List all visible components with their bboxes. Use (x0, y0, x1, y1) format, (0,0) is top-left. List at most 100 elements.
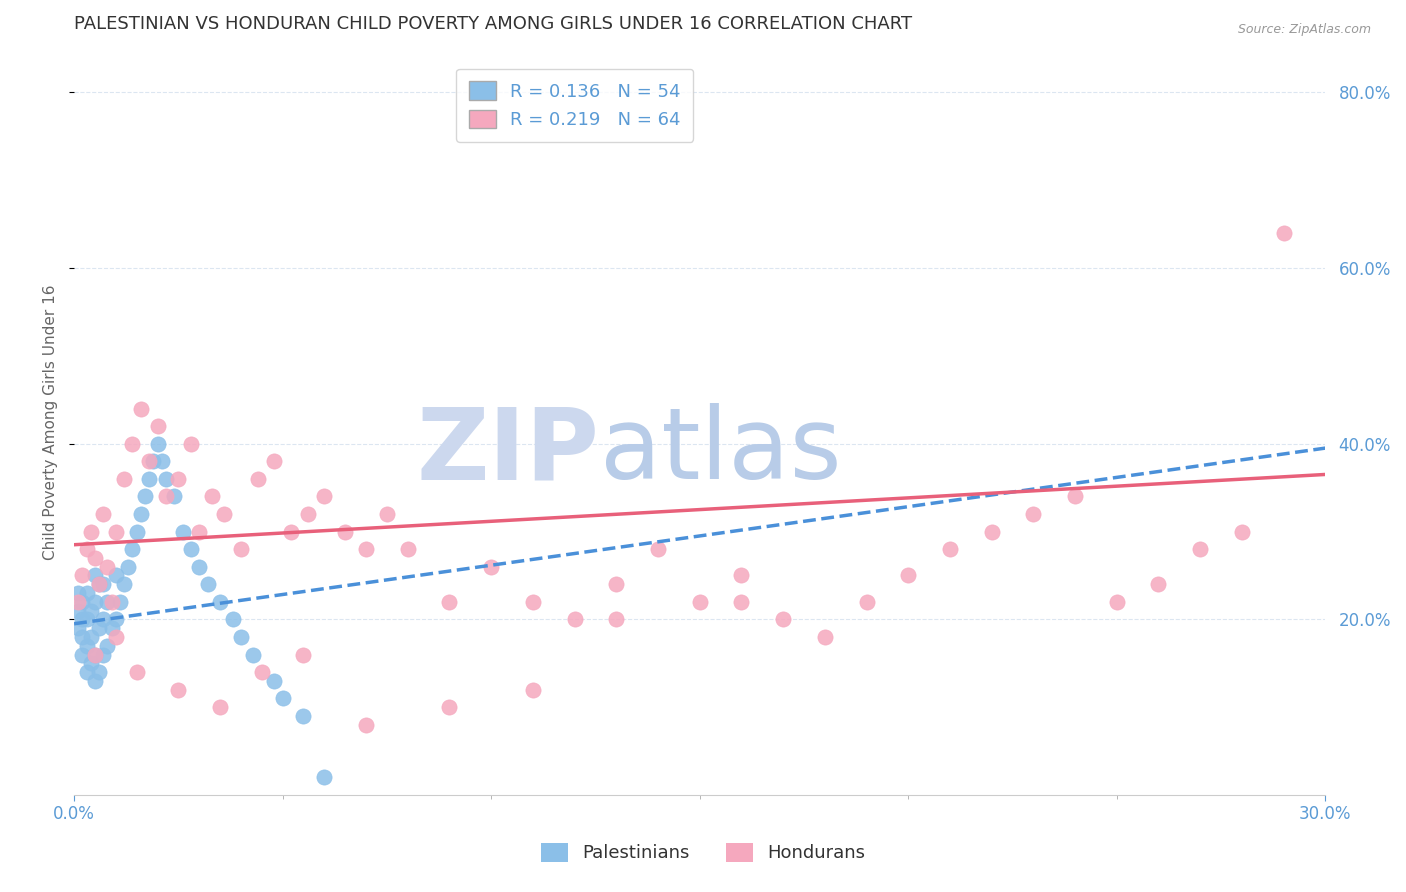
Point (564, 612, 586, 626)
Point (246, 472, 269, 486)
Y-axis label: Child Poverty Among Girls Under 16: Child Poverty Among Girls Under 16 (44, 284, 58, 559)
Point (142, 454, 165, 468)
Point (292, 648, 315, 662)
Point (104, 524, 127, 539)
Point (67, 604, 90, 618)
Point (772, 612, 794, 626)
Point (80, 604, 103, 618)
Point (188, 559, 211, 574)
Point (91, 612, 114, 626)
Point (104, 568, 127, 582)
Point (939, 542, 962, 557)
Point (84, 550, 107, 565)
Point (314, 771, 336, 785)
Point (72, 595, 94, 609)
Point (67, 586, 90, 600)
Point (897, 568, 920, 582)
Point (375, 507, 398, 521)
Point (188, 524, 211, 539)
Point (180, 436, 202, 450)
Point (689, 595, 711, 609)
Point (1272, 226, 1295, 240)
Point (100, 621, 122, 635)
Point (112, 577, 135, 591)
Point (67, 595, 90, 609)
Point (155, 490, 177, 504)
Legend: R = 0.136   N = 54, R = 0.219   N = 64: R = 0.136 N = 54, R = 0.219 N = 64 (456, 69, 693, 142)
Point (72, 630, 94, 644)
Point (72, 648, 94, 662)
Point (605, 577, 627, 591)
Point (134, 490, 156, 504)
Point (1147, 577, 1170, 591)
Point (439, 700, 461, 714)
Point (96, 595, 118, 609)
Point (980, 524, 1002, 539)
Point (479, 559, 502, 574)
Point (112, 472, 135, 486)
Point (146, 436, 169, 450)
Point (80, 657, 103, 671)
Point (163, 490, 186, 504)
Point (1230, 524, 1253, 539)
Point (167, 682, 190, 697)
Point (354, 542, 377, 557)
Point (150, 454, 173, 468)
Point (84, 568, 107, 582)
Point (84, 648, 107, 662)
Point (354, 718, 377, 732)
Point (229, 630, 252, 644)
Point (280, 524, 302, 539)
Text: ZIP: ZIP (416, 403, 599, 500)
Point (855, 595, 877, 609)
Point (814, 630, 837, 644)
Point (197, 577, 219, 591)
Point (1064, 490, 1087, 504)
Point (314, 490, 336, 504)
Point (396, 542, 419, 557)
Point (209, 700, 232, 714)
Point (80, 630, 103, 644)
Text: Source: ZipAtlas.com: Source: ZipAtlas.com (1237, 23, 1371, 37)
Point (242, 648, 264, 662)
Point (87, 577, 110, 591)
Point (146, 419, 169, 434)
Point (80, 524, 103, 539)
Point (297, 507, 319, 521)
Point (91, 648, 114, 662)
Point (155, 472, 177, 486)
Point (138, 454, 160, 468)
Point (121, 542, 143, 557)
Point (250, 665, 273, 679)
Point (647, 542, 669, 557)
Point (180, 542, 202, 557)
Point (87, 665, 110, 679)
Point (212, 507, 235, 521)
Point (209, 595, 232, 609)
Point (104, 630, 127, 644)
Point (67, 621, 90, 635)
Point (91, 577, 114, 591)
Legend: Palestinians, Hondurans: Palestinians, Hondurans (533, 836, 873, 870)
Point (84, 595, 107, 609)
Point (129, 507, 152, 521)
Point (100, 595, 122, 609)
Point (271, 691, 294, 706)
Point (76, 639, 98, 653)
Point (117, 559, 139, 574)
Point (1189, 542, 1212, 557)
Point (172, 524, 194, 539)
Point (108, 595, 131, 609)
Point (76, 665, 98, 679)
Point (129, 401, 152, 416)
Point (91, 507, 114, 521)
Point (121, 436, 143, 450)
Point (1105, 595, 1128, 609)
Point (292, 709, 315, 723)
Point (167, 472, 190, 486)
Point (138, 472, 160, 486)
Point (263, 673, 285, 688)
Point (1022, 507, 1045, 521)
Point (76, 542, 98, 557)
Point (221, 612, 243, 626)
